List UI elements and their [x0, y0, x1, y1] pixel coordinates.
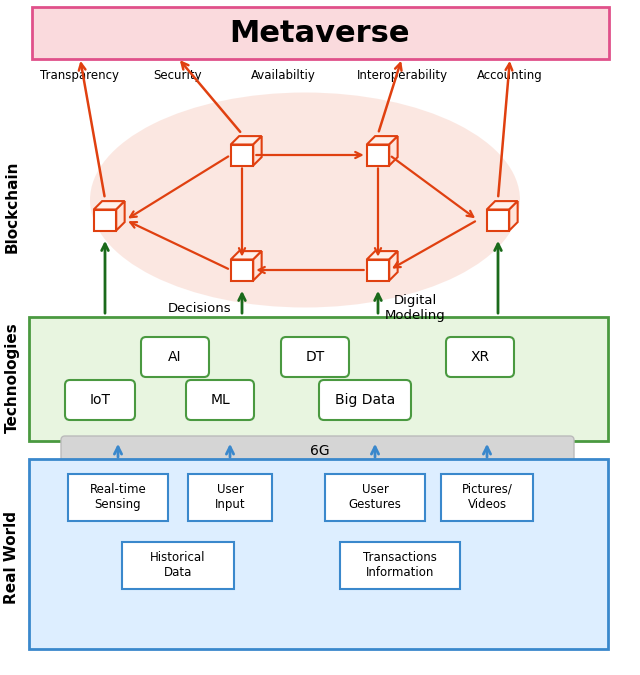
FancyBboxPatch shape: [446, 337, 514, 377]
Polygon shape: [389, 136, 397, 165]
FancyBboxPatch shape: [186, 380, 254, 420]
Text: Availabiltiy: Availabiltiy: [251, 68, 316, 82]
FancyBboxPatch shape: [141, 337, 209, 377]
Polygon shape: [116, 201, 125, 230]
Text: User
Input: User Input: [214, 483, 245, 511]
FancyBboxPatch shape: [122, 541, 234, 589]
Text: Security: Security: [154, 68, 202, 82]
Polygon shape: [367, 144, 389, 165]
FancyBboxPatch shape: [61, 436, 574, 466]
Polygon shape: [93, 201, 125, 209]
Text: Metaverse: Metaverse: [230, 18, 410, 47]
Text: Digital
Modeling: Digital Modeling: [385, 294, 445, 322]
Text: User
Gestures: User Gestures: [349, 483, 401, 511]
Polygon shape: [487, 201, 518, 209]
Text: DT: DT: [305, 350, 324, 364]
Text: 6G: 6G: [310, 444, 330, 458]
Polygon shape: [389, 251, 397, 281]
Polygon shape: [231, 136, 262, 144]
FancyBboxPatch shape: [31, 7, 609, 59]
Text: Historical
Data: Historical Data: [150, 551, 205, 579]
Polygon shape: [231, 144, 253, 165]
FancyBboxPatch shape: [68, 473, 168, 520]
Polygon shape: [367, 259, 389, 281]
FancyBboxPatch shape: [325, 473, 425, 520]
Polygon shape: [367, 251, 397, 259]
FancyBboxPatch shape: [29, 459, 608, 649]
Polygon shape: [367, 136, 397, 144]
Text: AI: AI: [168, 350, 182, 364]
Text: Transactions
Information: Transactions Information: [363, 551, 437, 579]
Polygon shape: [487, 209, 509, 230]
Text: Technologies: Technologies: [4, 323, 19, 433]
FancyBboxPatch shape: [319, 380, 411, 420]
FancyBboxPatch shape: [65, 380, 135, 420]
FancyBboxPatch shape: [340, 541, 460, 589]
Text: XR: XR: [470, 350, 490, 364]
Polygon shape: [231, 259, 253, 281]
Ellipse shape: [90, 92, 520, 308]
Text: Real-time
Sensing: Real-time Sensing: [90, 483, 147, 511]
Text: Accounting: Accounting: [477, 68, 543, 82]
Polygon shape: [231, 251, 262, 259]
FancyBboxPatch shape: [29, 317, 608, 441]
FancyBboxPatch shape: [441, 473, 533, 520]
Polygon shape: [93, 209, 116, 230]
FancyBboxPatch shape: [281, 337, 349, 377]
Text: Real World: Real World: [4, 512, 19, 605]
Text: Transparency: Transparency: [40, 68, 120, 82]
Polygon shape: [509, 201, 518, 230]
Polygon shape: [253, 251, 262, 281]
Text: Decisions: Decisions: [168, 302, 232, 315]
Text: ML: ML: [210, 393, 230, 407]
Text: Interoperability: Interoperability: [356, 68, 447, 82]
FancyBboxPatch shape: [188, 473, 272, 520]
Text: Big Data: Big Data: [335, 393, 395, 407]
Polygon shape: [253, 136, 262, 165]
Text: Blockchain: Blockchain: [4, 161, 19, 253]
Text: IoT: IoT: [90, 393, 111, 407]
Text: Pictures/
Videos: Pictures/ Videos: [461, 483, 513, 511]
